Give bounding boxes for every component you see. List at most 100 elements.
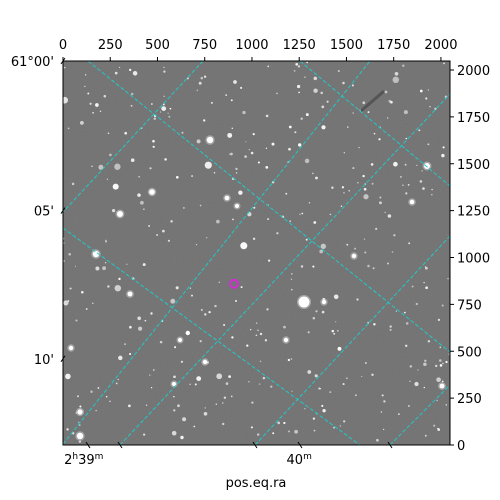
star xyxy=(329,213,332,216)
grid-line xyxy=(63,61,204,213)
star xyxy=(92,111,94,114)
star xyxy=(150,312,153,315)
ra-tick xyxy=(387,441,393,449)
ra-tick xyxy=(252,441,258,449)
star xyxy=(151,103,153,105)
star xyxy=(342,81,345,85)
star xyxy=(238,190,243,195)
ra-tick-label: 2h39m xyxy=(64,452,103,468)
star xyxy=(114,71,118,75)
star xyxy=(181,131,184,134)
star xyxy=(253,206,256,209)
star xyxy=(402,184,404,186)
star xyxy=(104,261,107,264)
star xyxy=(173,375,176,379)
star xyxy=(189,383,191,385)
star xyxy=(162,103,165,106)
star xyxy=(419,180,423,183)
star xyxy=(337,346,342,351)
top-tick-label: 1500 xyxy=(330,38,363,53)
star xyxy=(107,132,110,135)
bright-star xyxy=(76,432,84,440)
star xyxy=(312,316,316,320)
star xyxy=(314,374,318,378)
star xyxy=(265,114,269,118)
star xyxy=(129,68,132,72)
star xyxy=(272,432,275,435)
star xyxy=(392,76,400,84)
star xyxy=(193,425,196,428)
star xyxy=(422,187,425,190)
star xyxy=(105,395,108,398)
star xyxy=(288,125,292,129)
star xyxy=(199,340,202,343)
bright-star xyxy=(298,296,310,308)
star xyxy=(222,402,224,404)
star xyxy=(156,234,158,236)
star xyxy=(351,84,354,87)
star xyxy=(152,145,155,148)
star xyxy=(379,196,382,199)
star xyxy=(405,322,409,325)
grid-line xyxy=(299,61,450,187)
star xyxy=(129,352,132,356)
star xyxy=(267,259,271,262)
star xyxy=(423,386,425,389)
bright-star xyxy=(439,383,445,389)
star xyxy=(185,330,190,336)
star xyxy=(283,421,286,425)
star xyxy=(265,147,268,149)
star xyxy=(258,383,261,385)
bright-star xyxy=(283,337,289,343)
star xyxy=(259,360,262,363)
star xyxy=(435,364,438,368)
star xyxy=(163,70,166,73)
star xyxy=(371,373,374,376)
star xyxy=(307,331,310,334)
star xyxy=(354,247,357,250)
right-tick-label: 1250 xyxy=(457,205,490,220)
star xyxy=(383,400,386,403)
dec-tick xyxy=(60,57,66,65)
star xyxy=(162,229,165,233)
star xyxy=(199,204,202,207)
star xyxy=(312,172,314,175)
star xyxy=(240,242,248,250)
star xyxy=(182,206,185,209)
star xyxy=(352,112,355,114)
star xyxy=(79,405,82,408)
star xyxy=(312,265,315,268)
star xyxy=(235,167,238,171)
star xyxy=(375,227,378,230)
grid-line xyxy=(389,384,450,445)
star xyxy=(163,66,165,69)
star xyxy=(289,220,292,223)
star xyxy=(445,404,448,406)
star xyxy=(142,263,146,267)
marker-circle xyxy=(229,278,240,289)
star xyxy=(379,201,382,205)
star xyxy=(75,319,78,322)
star xyxy=(168,115,171,118)
star xyxy=(424,359,427,362)
right-tick-label: 750 xyxy=(457,298,482,313)
dec-tick-label: 10' xyxy=(34,353,54,368)
star xyxy=(312,417,316,420)
star xyxy=(267,65,270,68)
right-tick-label: 1000 xyxy=(457,252,490,267)
star xyxy=(230,395,233,398)
star xyxy=(390,100,393,104)
star xyxy=(90,390,93,393)
star xyxy=(143,208,145,210)
star xyxy=(63,96,69,104)
star xyxy=(228,375,231,378)
star xyxy=(81,290,84,294)
star xyxy=(152,369,155,371)
star xyxy=(321,105,325,109)
star xyxy=(335,321,337,323)
star xyxy=(68,252,71,256)
star xyxy=(427,340,431,343)
star xyxy=(447,278,449,280)
star xyxy=(343,152,345,154)
star xyxy=(196,139,201,144)
